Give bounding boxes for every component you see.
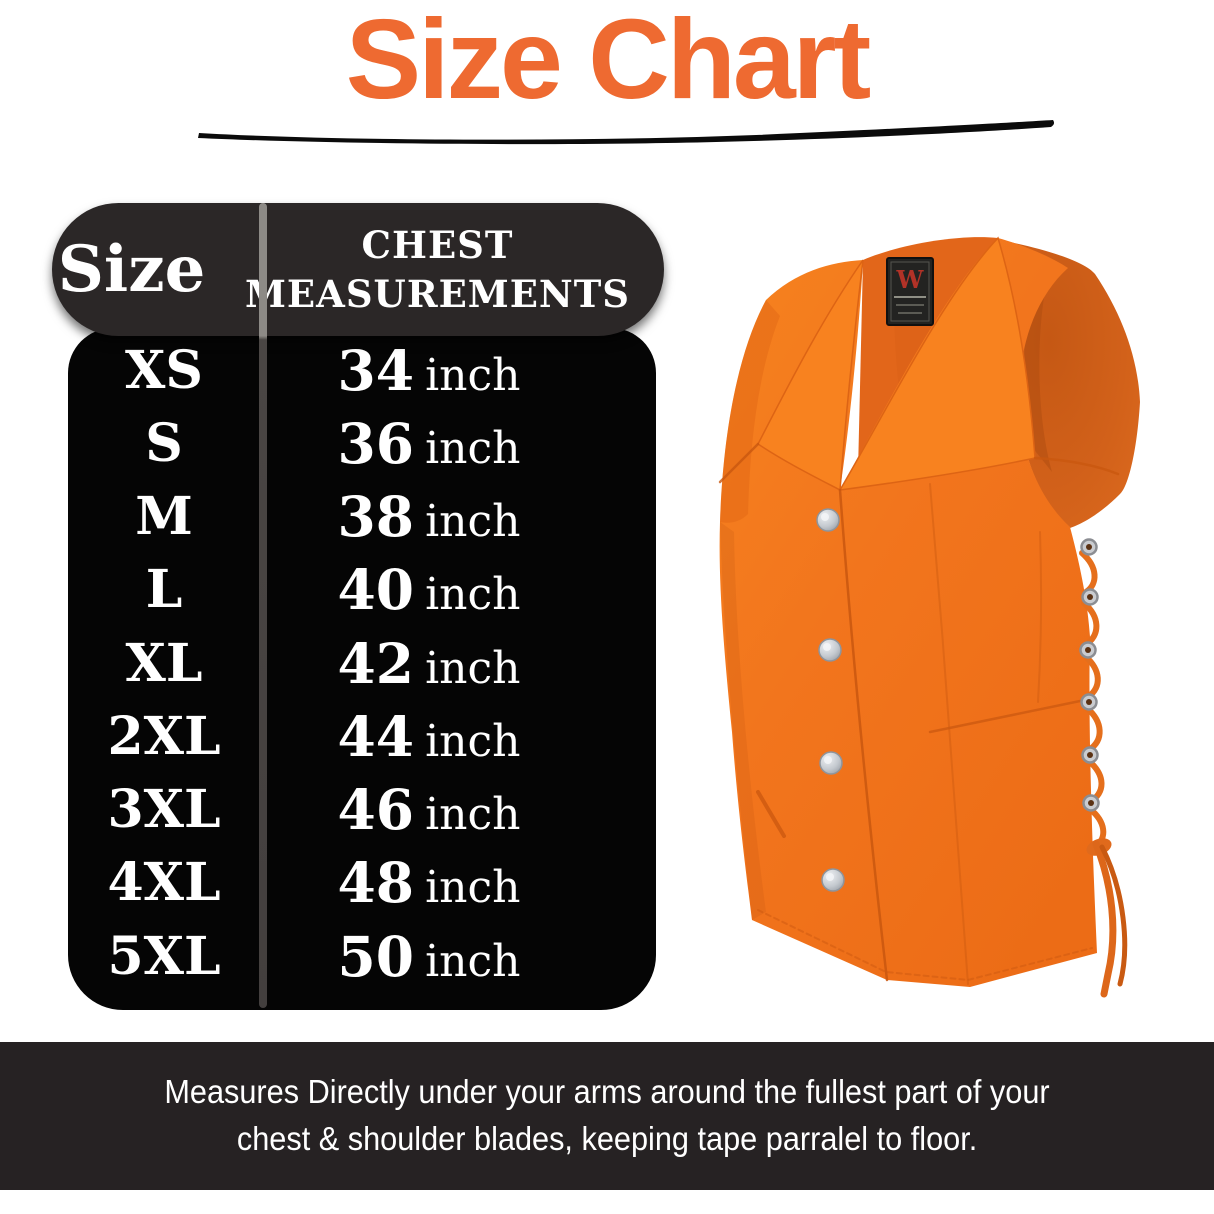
chest-value: 44 [337,703,415,769]
chest-value: 46 [337,777,415,842]
chest-unit: inch [425,496,521,547]
page-title: Size Chart [345,0,872,122]
chest-unit: inch [425,789,521,840]
chest-unit: inch [425,642,521,694]
table-row: M 38 inch [68,484,656,549]
size-column-header: Size [57,232,206,307]
chest-unit: inch [425,569,521,621]
brand-label: W [886,257,934,326]
size-label: XL [125,632,203,694]
size-label: XS [125,339,203,401]
size-label: 5XL [107,925,221,987]
table-row: XL 42 inch [68,630,656,696]
chest-value: 34 [337,337,415,403]
side-lacing [1079,538,1128,998]
title-underline-stroke [198,120,1055,145]
brand-label-letter: W [896,265,925,294]
table-row: S 36 inch [68,410,656,476]
size-label: 2XL [107,705,221,767]
size-label: 3XL [107,779,221,840]
chest-value: 50 [337,923,415,989]
chest-value: 48 [337,850,415,916]
chest-column-header: CHEST MEASUREMENTS [244,222,631,316]
chest-value: 40 [337,557,415,623]
measurement-note-bar: Measures Directly under your arms around… [0,1042,1214,1190]
chest-unit: inch [425,349,521,401]
chest-unit: inch [425,422,521,474]
table-body-panel [68,328,656,1010]
table-row: 4XL 48 inch [68,850,656,916]
table-rows: XS 34 inch S 36 inch M 38 inch L 40 inch XL … [68,337,656,989]
chest-value: 42 [337,630,415,696]
table-row: XS 34 inch [68,337,656,403]
size-label: M [135,486,193,547]
table-header: Size CHEST MEASUREMENTS [52,203,664,336]
size-label: S [145,412,183,474]
vest-left-lapel [757,259,864,492]
size-label: 4XL [107,852,221,914]
note-line-2: chest & shoulder blades, keeping tape pa… [236,1120,978,1157]
chest-value: 38 [337,484,415,549]
table-row: 5XL 50 inch [68,923,656,989]
table-row: 2XL 44 inch [68,703,656,769]
column-divider [259,203,267,1008]
size-label: L [145,559,183,621]
vest-right-lapel [838,236,1036,491]
chest-unit: inch [425,715,521,767]
table-row: L 40 inch [68,557,656,623]
table-row: 3XL 46 inch [68,777,656,842]
chest-unit: inch [425,862,521,914]
note-line-1: Measures Directly under your arms around… [164,1073,1050,1111]
vest-product-photo: W [700,232,1170,1022]
vest-graphic: W [718,236,1140,998]
chest-unit: inch [425,935,521,987]
snap-buttons [816,508,845,892]
chest-value: 36 [337,410,415,476]
